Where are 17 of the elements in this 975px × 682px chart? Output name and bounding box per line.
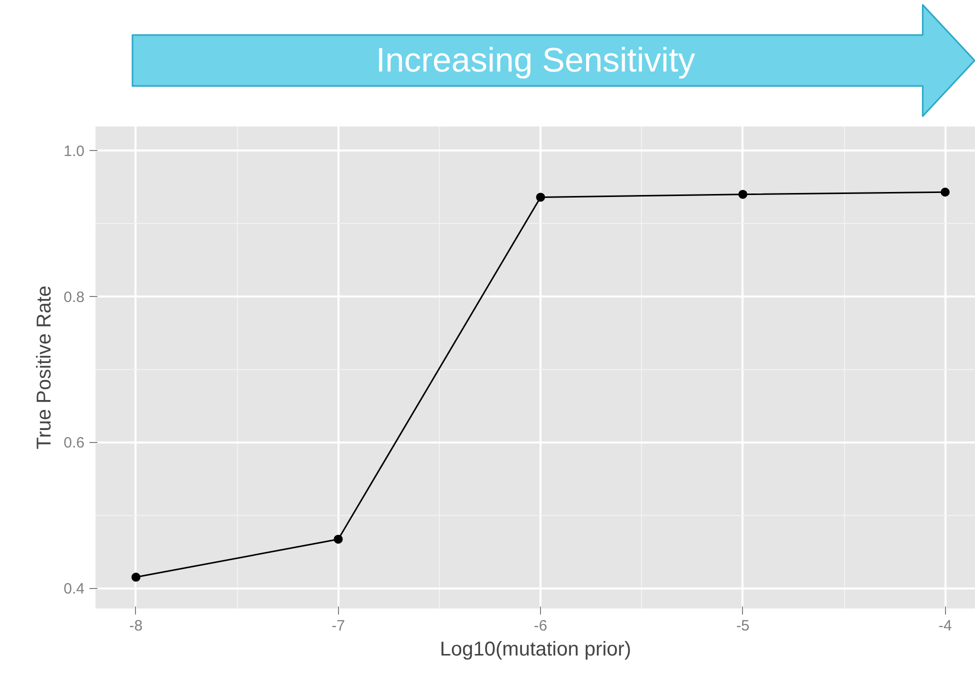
y-tick-label: 1.0 — [64, 143, 85, 160]
x-tick-label: -5 — [736, 618, 750, 634]
point — [738, 190, 748, 199]
point — [334, 534, 343, 544]
y-tick-label: 0.8 — [64, 288, 85, 306]
point — [131, 572, 140, 582]
x-tick-label: -7 — [332, 618, 345, 634]
point — [536, 192, 546, 202]
x-axis-title: Log10(mutation prior) — [440, 638, 632, 660]
y-tick-label: 0.6 — [64, 434, 85, 452]
x-tick-label: -4 — [938, 618, 952, 634]
y-tick-label: 0.4 — [64, 580, 85, 598]
x-tick-label: -8 — [129, 618, 143, 634]
x-tick-label: -6 — [534, 618, 548, 634]
y-axis-title: True Positive Rate — [34, 286, 56, 450]
text: Increasing Sensitivity — [376, 42, 696, 80]
point — [940, 188, 950, 197]
